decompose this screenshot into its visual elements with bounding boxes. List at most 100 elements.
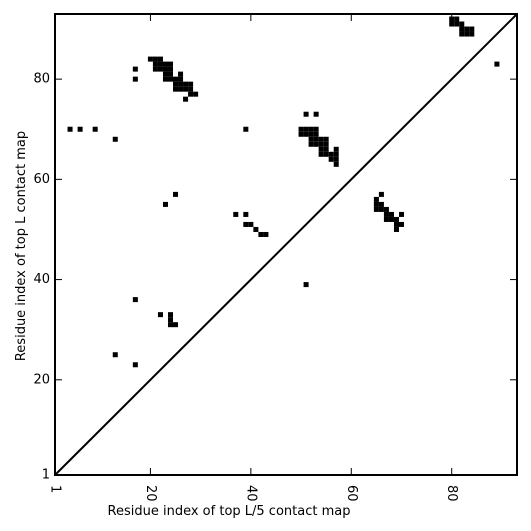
contact-cell xyxy=(328,151,334,157)
contact-cell xyxy=(188,86,194,92)
contact-cell xyxy=(333,161,339,167)
contact-cell xyxy=(167,71,174,77)
y-axis-label: Residue index of top L contact map xyxy=(14,131,29,361)
contact-cell xyxy=(112,352,118,358)
contact-cell xyxy=(323,151,329,157)
contact-cell xyxy=(132,297,138,303)
contact-cell xyxy=(92,126,98,132)
contact-cell xyxy=(378,201,384,207)
contact-cell xyxy=(167,66,174,72)
contact-cell xyxy=(393,226,399,232)
contact-cell xyxy=(303,111,309,117)
contact-cell xyxy=(383,211,389,217)
contact-marks xyxy=(67,16,500,368)
contact-cell xyxy=(298,131,304,137)
contact-cell xyxy=(459,26,465,32)
x-tick-label: 20 xyxy=(143,485,158,502)
diagonal-line xyxy=(54,13,518,476)
contact-cell xyxy=(388,216,394,222)
contact-cell xyxy=(323,136,329,142)
contact-cell xyxy=(323,141,329,147)
contact-cell xyxy=(398,211,405,217)
contact-cell xyxy=(132,76,138,82)
contact-cell xyxy=(494,61,500,67)
contact-cell xyxy=(393,221,399,227)
contact-cell xyxy=(383,216,389,222)
contact-cell xyxy=(263,231,269,237)
x-axis-label: Residue index of top L/5 contact map xyxy=(108,504,351,519)
contact-cell xyxy=(373,206,379,212)
contact-cell xyxy=(308,136,314,142)
contact-cell xyxy=(318,146,324,152)
x-tick-label: 60 xyxy=(344,485,359,502)
contact-cell xyxy=(193,91,199,97)
contact-cell xyxy=(298,126,304,132)
contact-cell xyxy=(178,81,184,87)
contact-cell xyxy=(157,56,163,62)
contact-cell xyxy=(157,312,163,318)
contact-cell xyxy=(178,86,184,92)
axis-ticks: 1 20 40 60 80 1 20 40 60 80 xyxy=(33,14,517,502)
contact-cell xyxy=(373,196,379,202)
contact-cell xyxy=(167,312,174,318)
contact-cell xyxy=(188,91,194,97)
contact-cell xyxy=(248,221,254,227)
contact-cell xyxy=(173,76,179,82)
contact-cell xyxy=(147,56,153,62)
contact-cell xyxy=(162,66,168,72)
contact-cell xyxy=(303,282,309,288)
contact-cell xyxy=(378,191,384,197)
contact-cell xyxy=(183,96,189,102)
contact-cell xyxy=(167,317,174,323)
contact-cell xyxy=(183,81,189,87)
contact-cell xyxy=(77,126,83,132)
contact-cell xyxy=(318,136,324,142)
contact-cell xyxy=(173,81,179,87)
contact-cell xyxy=(459,31,465,37)
contact-cell xyxy=(318,141,324,147)
contact-cell xyxy=(167,61,174,67)
contact-cell xyxy=(167,322,174,328)
y-tick-label: 20 xyxy=(33,372,50,387)
contact-cell xyxy=(449,21,455,27)
contact-cell xyxy=(454,21,460,27)
contact-cell xyxy=(454,16,460,22)
y-tick-label: 80 xyxy=(33,72,50,87)
contact-cell xyxy=(459,21,465,27)
contact-cell xyxy=(308,141,314,147)
contact-cell xyxy=(469,26,475,32)
contact-cell xyxy=(167,76,174,82)
contact-cell xyxy=(67,126,73,132)
contact-cell xyxy=(393,216,399,222)
contact-cell xyxy=(323,146,329,152)
contact-cell xyxy=(378,206,384,212)
contact-cell xyxy=(313,126,319,132)
y-tick-label: 60 xyxy=(33,172,50,187)
contact-cell xyxy=(112,136,118,142)
contact-cell xyxy=(303,126,309,132)
contact-cell xyxy=(373,201,379,207)
contact-cell xyxy=(313,141,319,147)
x-tick-label: 40 xyxy=(243,485,258,502)
contact-cell xyxy=(258,231,264,237)
contact-cell xyxy=(398,221,405,227)
contact-cell xyxy=(233,211,239,217)
contact-cell xyxy=(308,126,314,132)
contact-cell xyxy=(157,66,163,72)
contact-cell xyxy=(318,151,324,157)
contact-cell xyxy=(469,31,475,37)
contact-cell xyxy=(132,66,138,72)
contact-cell xyxy=(243,126,249,132)
contact-cell xyxy=(328,156,334,162)
contact-cell xyxy=(303,131,309,137)
contact-cell xyxy=(333,146,339,152)
contact-cell xyxy=(243,211,249,217)
contact-cell xyxy=(157,61,163,67)
y-tick-label: 40 xyxy=(33,272,50,287)
contact-cell xyxy=(333,151,339,157)
contact-cell xyxy=(313,136,319,142)
contact-cell xyxy=(173,191,179,197)
contact-cell xyxy=(313,111,319,117)
contact-cell xyxy=(152,61,158,67)
